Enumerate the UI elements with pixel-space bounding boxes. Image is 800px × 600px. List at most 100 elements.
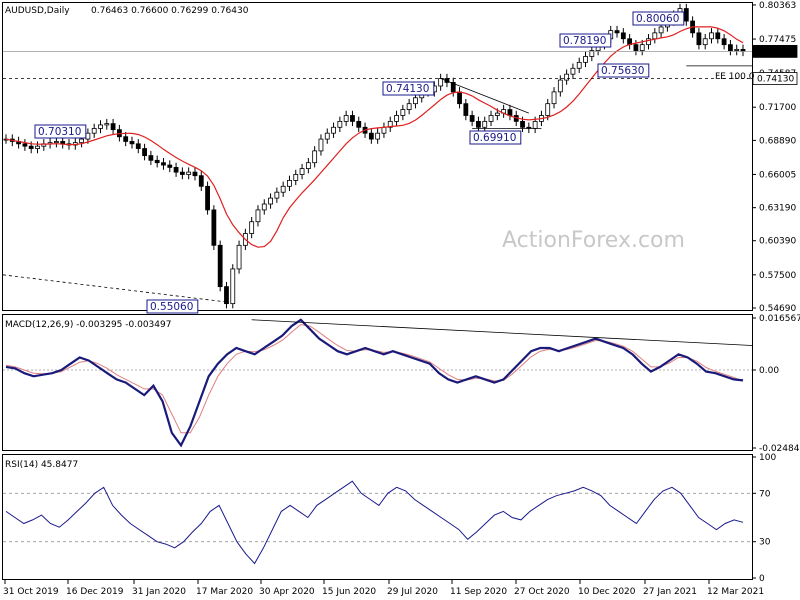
candle-body	[583, 56, 588, 63]
macd-line	[5, 318, 744, 448]
annotations: 0.70310 0.55060 0.74130 0.69910 0.78190 0.756…	[34, 11, 755, 314]
candle-body	[734, 48, 740, 51]
rsi-title: RSI(14) 45.8477	[5, 460, 78, 470]
candle-body	[614, 30, 620, 34]
x-tick-label: 17 Mar 2020	[196, 587, 253, 597]
annotation-box	[559, 33, 612, 48]
trend-line-dashed	[2, 274, 227, 303]
candle-body	[211, 209, 217, 246]
macd-tick-label: -0.02484	[759, 444, 800, 454]
candle-body	[104, 123, 110, 126]
candle-body	[255, 209, 261, 223]
candle-body	[198, 175, 204, 187]
x-tick-label: 16 Dec 2019	[66, 587, 124, 597]
candle-body	[715, 32, 721, 40]
candle-body	[135, 143, 141, 149]
symbol-label: AUDUSD,Daily	[5, 6, 70, 16]
candle-body	[488, 115, 494, 122]
annotation-box	[146, 299, 199, 314]
candle-body	[438, 78, 444, 87]
rsi-line	[5, 480, 744, 565]
candle-body	[167, 164, 173, 168]
annotation-label: 0.70310	[38, 126, 81, 138]
candle-body	[79, 138, 84, 144]
candle-body	[350, 115, 355, 122]
rsi-tick-label: 70	[759, 489, 771, 499]
candle-body	[217, 244, 223, 288]
candle-body	[249, 221, 255, 234]
candle-body	[205, 185, 210, 211]
candle-body	[368, 132, 374, 140]
candle-body	[35, 145, 40, 149]
candle-body	[469, 115, 475, 122]
candle-body	[457, 91, 462, 105]
rsi-tick-label: 0	[759, 574, 765, 584]
price-tick-label: 0.57500	[759, 271, 796, 281]
candle-body	[123, 136, 129, 142]
candle-body	[312, 150, 318, 164]
candle-body	[639, 44, 645, 51]
annotation-label: 0.75630	[601, 65, 644, 77]
candle-body	[696, 32, 702, 46]
price-tick-label: 0.68890	[759, 136, 796, 146]
candle-body	[570, 67, 576, 75]
price-panel-frame	[2, 2, 753, 311]
rsi-tick-label: 30	[759, 538, 771, 548]
price-tick-label: 0.77475	[759, 35, 796, 45]
x-tick-label: 15 Jun 2020	[322, 587, 376, 597]
rsi-series	[3, 480, 752, 565]
candle-body	[564, 73, 570, 81]
x-tick-label: 31 Jan 2020	[132, 587, 186, 597]
candle-body	[53, 141, 59, 144]
annotation-label: 0.74130	[386, 83, 429, 95]
candle-body	[110, 123, 116, 131]
candle-body	[482, 120, 488, 128]
x-tick-label: 29 Jul 2020	[387, 587, 438, 597]
macd-tick-label: 0.016567	[759, 314, 800, 324]
price-tick-label: 0.80363	[759, 1, 796, 11]
candle-body	[507, 109, 513, 116]
candle-body	[129, 141, 135, 145]
candle-body	[91, 128, 97, 134]
candle-body	[343, 115, 349, 122]
candle-body	[476, 120, 481, 128]
candle-body	[545, 103, 551, 116]
rsi-panel-frame	[2, 454, 753, 580]
candle-body	[280, 185, 286, 193]
x-tick-label: 27 Jan 2021	[643, 587, 697, 597]
rsi-tick-label: 100	[759, 453, 776, 463]
price-series	[3, 3, 746, 309]
candle-body	[450, 82, 456, 93]
candle-body	[463, 103, 469, 116]
x-tick-label: 11 Sep 2020	[450, 587, 507, 597]
candle-body	[400, 109, 406, 116]
annotation-box	[34, 124, 87, 139]
candle-body	[709, 32, 714, 40]
candle-body	[293, 174, 299, 181]
candle-body	[161, 162, 166, 166]
macd-panel-frame	[2, 314, 753, 451]
candle-body	[331, 126, 336, 134]
annotation-box	[469, 130, 522, 145]
macd-tick-label: 0.00	[759, 366, 779, 376]
price-tag-box	[752, 44, 798, 58]
candle-body	[620, 32, 626, 40]
candle-body	[520, 120, 525, 128]
candle-body	[557, 79, 563, 93]
macd-trend-line	[251, 319, 753, 346]
candle-body	[154, 159, 160, 164]
x-tick-label: 31 Oct 2019	[3, 587, 59, 597]
candle-body	[28, 145, 34, 149]
candle-body	[646, 38, 651, 46]
x-tick-label: 10 Dec 2020	[578, 587, 636, 597]
price-tick-label: 0.63190	[759, 204, 796, 214]
candle-body	[142, 148, 147, 157]
candle-body	[381, 126, 387, 134]
annotation-label: 0.69910	[473, 132, 516, 144]
moving-average-line	[5, 26, 744, 248]
candle-body	[413, 97, 418, 105]
annotation-label: 0.78190	[563, 35, 606, 47]
candle-body	[85, 132, 91, 140]
candle-body	[683, 8, 689, 22]
